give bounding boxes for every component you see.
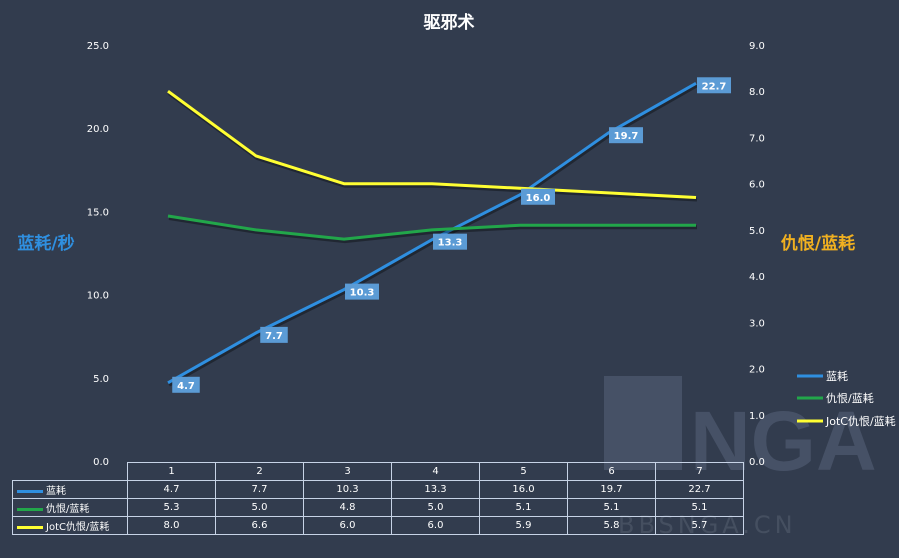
- data-label-box: [521, 188, 555, 205]
- data-label: 16.0: [526, 193, 551, 204]
- data-label-box: [345, 283, 379, 300]
- data-table-cell: 4.7: [127, 480, 216, 499]
- data-table-swatch: [17, 525, 43, 529]
- data-table-swatch: [17, 489, 43, 493]
- data-table-corner: [13, 463, 128, 481]
- data-table-row-header: 仇恨/蓝耗: [12, 498, 128, 517]
- series-line-shadow: [167, 91, 698, 202]
- data-table-cell: 6.6: [215, 516, 304, 535]
- data-table-swatch: [17, 507, 43, 511]
- data-table-cell: 6.0: [303, 516, 392, 535]
- right-tick-label: 9.0: [749, 41, 765, 52]
- data-table-column-header: 5: [479, 462, 568, 481]
- data-table-row: JotC仇恨/蓝耗 8.0 6.6 6.0 6.0 5.9 5.8 5.7: [12, 516, 744, 535]
- data-label: 10.3: [350, 288, 375, 299]
- right-tick-label: 3.0: [749, 318, 765, 329]
- right-tick-label: 4.0: [749, 272, 765, 283]
- data-label: 22.7: [702, 81, 727, 92]
- series-line-2: [167, 214, 696, 241]
- legend-label: 仇恨/蓝耗: [826, 391, 874, 405]
- left-tick-label: 25.0: [87, 41, 109, 52]
- data-table-row: 蓝耗 4.7 7.7 10.3 13.3 16.0 19.7 22.7: [12, 480, 744, 499]
- legend-label: JotC仇恨/蓝耗: [825, 414, 896, 428]
- right-tick-label: 1.0: [749, 411, 765, 422]
- left-tick-label: 0.0: [93, 457, 109, 468]
- data-table-cell: 5.0: [215, 498, 304, 517]
- data-label-box: [172, 376, 200, 393]
- data-label: 13.3: [438, 238, 463, 249]
- data-label-box: [260, 326, 288, 343]
- data-table-row-header: 蓝耗: [12, 480, 128, 499]
- data-table-series-name: JotC仇恨/蓝耗: [46, 522, 110, 533]
- data-table-row: 仇恨/蓝耗 5.3 5.0 4.8 5.0 5.1 5.1 5.1: [12, 498, 744, 517]
- data-table-column-header: 4: [391, 462, 480, 481]
- data-table-cell: 5.1: [479, 498, 568, 517]
- right-tick-label: 7.0: [749, 133, 765, 144]
- series-line-shadow: [168, 216, 697, 244]
- data-table-cell: 7.7: [215, 480, 304, 499]
- data-table-column-header: 1: [127, 462, 216, 481]
- left-tick-label: 10.0: [87, 291, 109, 302]
- data-table: 1 2 3 4 5 6 7 蓝耗 4.7 7.7 10.3 13.3 16.0 19.7 22.7 仇恨/蓝耗…: [12, 462, 744, 535]
- right-axis-title: 仇恨/蓝耗: [781, 233, 855, 254]
- data-label: 4.7: [177, 381, 195, 392]
- left-axis-ticks: 0.0 5.0 10.0 15.0 20.0 25.0: [87, 41, 109, 468]
- right-tick-label: 5.0: [749, 226, 765, 237]
- data-table-cell: 8.0: [127, 516, 216, 535]
- data-table-cell: 13.3: [391, 480, 480, 499]
- data-table-cell: 5.0: [391, 498, 480, 517]
- left-tick-label: 20.0: [87, 124, 109, 135]
- data-table-cell: 5.8: [567, 516, 656, 535]
- data-table-cell: 5.7: [655, 516, 744, 535]
- data-table-column-header: 3: [303, 462, 392, 481]
- data-table-cell: 5.3: [127, 498, 216, 517]
- data-table-cell: 16.0: [479, 480, 568, 499]
- data-table-column-header: 6: [567, 462, 656, 481]
- data-table-column-header: 7: [655, 462, 744, 481]
- data-label-box: [609, 127, 643, 144]
- data-table-cell: 5.1: [655, 498, 744, 517]
- data-table-column-header: 2: [215, 462, 304, 481]
- data-table-cell: 19.7: [567, 480, 656, 499]
- left-tick-label: 15.0: [87, 207, 109, 218]
- right-tick-label: 6.0: [749, 180, 765, 191]
- right-tick-label: 2.0: [749, 365, 765, 376]
- data-table-cell: 5.9: [479, 516, 568, 535]
- series-line-1: [167, 81, 697, 385]
- left-tick-label: 5.0: [93, 374, 109, 385]
- series-line-3: [167, 89, 697, 199]
- right-axis-ticks: 0.0 1.0 2.0 3.0 4.0 5.0 6.0 7.0 8.0 9.0: [749, 41, 765, 468]
- data-label-box: [697, 77, 731, 94]
- watermark-logo-block: [604, 376, 682, 470]
- legend-label: 蓝耗: [826, 370, 848, 383]
- chart-title: 驱邪术: [424, 12, 475, 33]
- data-table-cell: 6.0: [391, 516, 480, 535]
- left-axis-title: 蓝耗/秒: [17, 233, 74, 254]
- data-label: 19.7: [614, 131, 639, 142]
- data-table-cell: 22.7: [655, 480, 744, 499]
- data-label: 7.7: [265, 331, 283, 342]
- data-table-cell: 10.3: [303, 480, 392, 499]
- data-labels: 4.7 7.7 10.3 13.3 16.0 19.7 22.7: [172, 77, 731, 393]
- data-table-cell: 4.8: [303, 498, 392, 517]
- right-tick-label: 0.0: [749, 457, 765, 468]
- right-tick-label: 8.0: [749, 87, 765, 98]
- data-table-row-header: JotC仇恨/蓝耗: [12, 516, 128, 535]
- data-table-cell: 5.1: [567, 498, 656, 517]
- data-label-box: [433, 233, 467, 250]
- data-table-series-name: 蓝耗: [46, 486, 66, 497]
- data-table-series-name: 仇恨/蓝耗: [46, 504, 90, 515]
